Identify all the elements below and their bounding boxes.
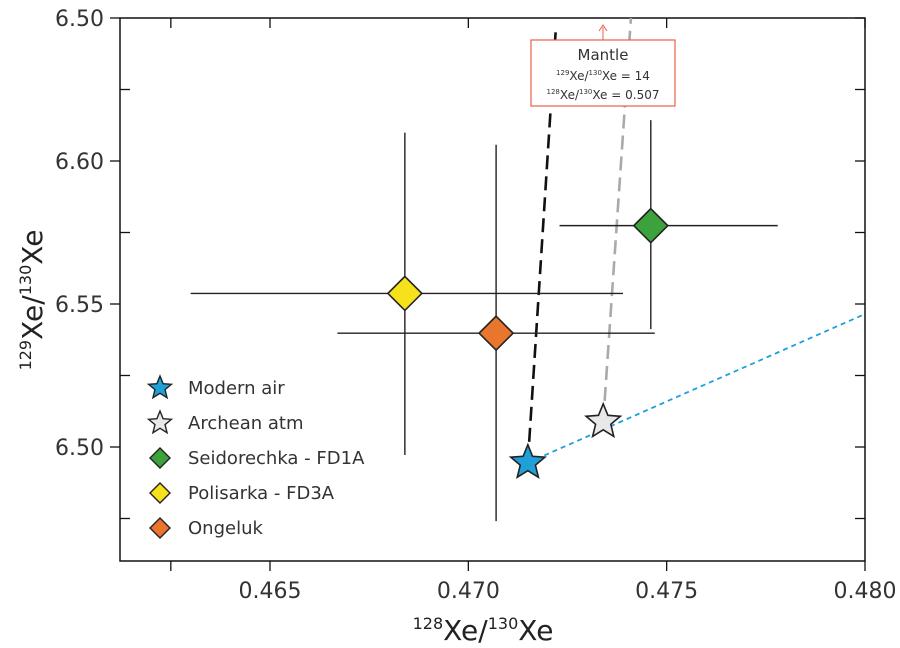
legend-diamond-swatch bbox=[149, 517, 171, 539]
diamond-marker bbox=[477, 315, 515, 352]
x-tick-label: 0.465 bbox=[239, 579, 302, 604]
y-tick-label: 6.60 bbox=[55, 150, 104, 175]
plot-frame bbox=[119, 17, 866, 562]
x-axis-title-main: Xe/ bbox=[443, 614, 488, 647]
y-axis-title-main2: Xe bbox=[16, 230, 49, 265]
y-tick-label: 6.55 bbox=[55, 293, 104, 318]
tick-labels: 0.465 0.470 0.475 0.480 6.50 6.55 6.60 6.50 bbox=[55, 7, 896, 604]
y-tick-label: 6.50 bbox=[55, 7, 104, 32]
mantle-line-1: 129Xe/130Xe = 14 bbox=[556, 69, 650, 83]
mantle-line-1-sup: 129 bbox=[556, 69, 569, 77]
y-tick-label: 6.50 bbox=[55, 436, 104, 461]
star-marker bbox=[584, 401, 623, 439]
data-markers bbox=[386, 207, 669, 480]
star-marker bbox=[508, 442, 547, 480]
legend-label: Archean atm bbox=[188, 413, 303, 434]
y-axis-title-main: Xe/ bbox=[16, 295, 49, 340]
y-axis-title-sup2: 130 bbox=[16, 265, 35, 296]
legend-diamond-swatch bbox=[149, 447, 171, 469]
mantle-line-1-sup2: 130 bbox=[589, 69, 602, 77]
legend-label: Seidorechka - FD1A bbox=[188, 448, 365, 469]
x-axis-title-main2: Xe bbox=[518, 614, 553, 647]
x-tick-label: 0.470 bbox=[437, 579, 500, 604]
x-tick-label: 0.480 bbox=[834, 579, 897, 604]
legend-label: Polisarka - FD3A bbox=[188, 483, 335, 504]
y-axis-title: 129Xe/130Xe bbox=[16, 230, 49, 371]
mantle-annotation: Mantle 129Xe/130Xe = 14 128Xe/130Xe = 0.… bbox=[530, 24, 676, 107]
legend: Modern air Archean atm Seidorechka - FD1A P… bbox=[146, 374, 365, 539]
mantle-line-1-b: Xe = 14 bbox=[602, 69, 650, 83]
legend-label: Ongeluk bbox=[188, 518, 263, 539]
y-axis-title-sup: 129 bbox=[16, 340, 35, 371]
legend-label: Modern air bbox=[188, 378, 285, 399]
diamond-marker bbox=[386, 275, 423, 312]
mantle-line-2-b: Xe = 0.507 bbox=[592, 88, 659, 102]
mantle-line-2-sup: 128 bbox=[547, 88, 560, 96]
diamond-marker bbox=[632, 207, 669, 244]
axis-ticks bbox=[110, 17, 866, 571]
x-tick-label: 0.475 bbox=[635, 579, 698, 604]
x-axis-title: 128Xe/130Xe bbox=[413, 614, 554, 647]
mantle-line-2-sup2: 130 bbox=[579, 88, 592, 96]
mantle-arrow-head bbox=[598, 24, 608, 32]
mantle-line-2: 128Xe/130Xe = 0.507 bbox=[547, 88, 660, 102]
reference-line bbox=[527, 313, 866, 464]
x-axis-title-sup: 128 bbox=[413, 614, 444, 633]
mantle-title: Mantle bbox=[578, 46, 629, 64]
legend-star-swatch bbox=[146, 409, 174, 435]
x-axis-title-sup2: 130 bbox=[488, 614, 519, 633]
mantle-box bbox=[530, 39, 676, 107]
legend-star-swatch bbox=[146, 374, 174, 400]
legend-diamond-swatch bbox=[149, 482, 171, 504]
mantle-line-2-a: Xe/ bbox=[560, 88, 580, 102]
mantle-line-1-a: Xe/ bbox=[569, 69, 589, 83]
